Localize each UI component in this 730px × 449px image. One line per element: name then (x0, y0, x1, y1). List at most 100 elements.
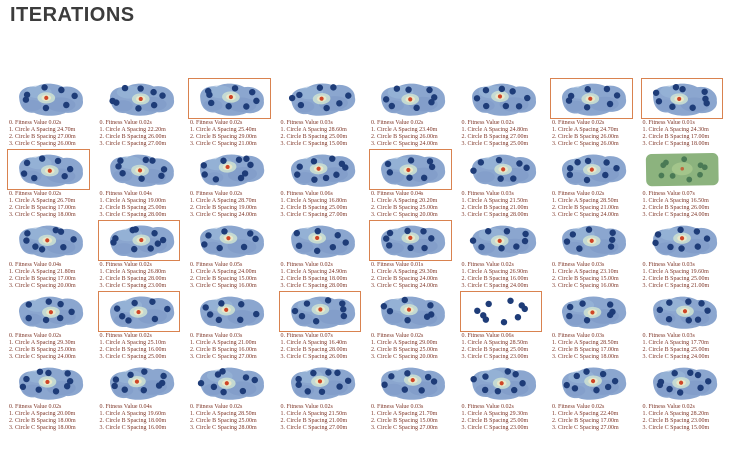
circle-c-line: 3. Circle C Spacing 23.00m (461, 425, 529, 432)
points-only-thumbnail (473, 297, 528, 326)
iteration-thumbnail[interactable] (7, 148, 90, 191)
fitness-line: 0. Fitness Value 0.01s (371, 262, 424, 269)
iteration-thumbnail[interactable] (280, 150, 361, 189)
iteration-thumbnail[interactable] (370, 79, 451, 118)
iteration-thumbnail[interactable] (461, 150, 542, 189)
iteration-thumbnail[interactable] (280, 79, 361, 118)
circle-c-line: 3. Circle C Spacing 16.00m (552, 283, 619, 290)
circle-c-line: 3. Circle C Spacing 21.00m (642, 283, 710, 290)
blob-solution-thumbnail (562, 225, 626, 258)
circle-a-line: 1. Circle A Spacing 19.60m (99, 411, 166, 418)
fitness-line: 0. Fitness Value 0.06s (461, 333, 514, 340)
circle-a-line: 1. Circle A Spacing 19.00m (99, 198, 166, 205)
blob-solution-thumbnail (19, 225, 83, 258)
iteration-stats: 0. Fitness Value 0.04s 1. Circle A Spaci… (368, 190, 453, 219)
iteration-cell: 0. Fitness Value 0.06s 1. Circle A Spaci… (278, 149, 363, 219)
iteration-thumbnail[interactable] (8, 221, 89, 260)
iteration-thumbnail[interactable] (550, 77, 633, 120)
iteration-thumbnail[interactable] (97, 290, 180, 333)
iteration-stats: 0. Fitness Value 0.04s 1. Circle A Spaci… (97, 403, 182, 432)
circle-c-line: 3. Circle C Spacing 18.00m (9, 212, 76, 219)
iteration-cell: 0. Fitness Value 0.02s 1. Circle A Spaci… (97, 290, 182, 361)
circle-b-line: 2. Circle B Spacing 17.00m (9, 205, 76, 212)
iteration-thumbnail[interactable] (99, 150, 180, 189)
fitness-line: 0. Fitness Value 0.02s (99, 262, 152, 269)
circle-a-line: 1. Circle A Spacing 26.70m (9, 198, 76, 205)
circle-b-line: 2. Circle B Spacing 21.00m (280, 418, 348, 425)
iteration-thumbnail[interactable] (99, 363, 180, 402)
iteration-cell: 0. Fitness Value 0.04s 1. Circle A Spaci… (97, 149, 182, 219)
iteration-thumbnail[interactable] (8, 79, 89, 118)
iteration-thumbnail[interactable] (99, 79, 180, 118)
iteration-stats: 0. Fitness Value 0.05s 1. Circle A Spaci… (187, 261, 272, 290)
blob-solution-thumbnail (469, 225, 536, 258)
iteration-thumbnail[interactable] (188, 77, 271, 120)
circle-a-line: 1. Circle A Spacing 16.50m (642, 198, 709, 205)
fitness-line: 0. Fitness Value 0.02s (552, 191, 605, 198)
iteration-thumbnail[interactable] (369, 219, 452, 262)
fitness-line: 0. Fitness Value 0.02s (280, 262, 333, 269)
iteration-thumbnail[interactable] (189, 292, 270, 331)
iteration-cell: 0. Fitness Value 0.04s 1. Circle A Spaci… (97, 362, 182, 432)
circle-a-line: 1. Circle A Spacing 24.80m (461, 127, 528, 134)
iteration-thumbnail[interactable] (642, 363, 723, 402)
fitness-line: 0. Fitness Value 0.02s (280, 404, 333, 411)
circle-a-line: 1. Circle A Spacing 26.90m (461, 269, 528, 276)
iteration-stats: 0. Fitness Value 0.02s 1. Circle A Spaci… (549, 190, 634, 219)
circle-c-line: 3. Circle C Spacing 16.00m (190, 283, 257, 290)
iteration-stats: 0. Fitness Value 0.02s 1. Circle A Spaci… (278, 261, 363, 290)
iteration-cell: 0. Fitness Value 0.02s 1. Circle A Spaci… (549, 149, 634, 219)
iteration-stats: 0. Fitness Value 0.06s 1. Circle A Spaci… (278, 190, 363, 219)
iteration-cell: 0. Fitness Value 0.02s 1. Circle A Spaci… (97, 78, 182, 148)
iteration-thumbnail[interactable] (189, 221, 270, 260)
blob-solution-thumbnail (290, 225, 355, 258)
circle-a-line: 1. Circle A Spacing 23.40m (371, 127, 438, 134)
iteration-thumbnail[interactable] (551, 292, 632, 331)
iteration-stats: 0. Fitness Value 0.07s 1. Circle A Spaci… (640, 190, 725, 219)
circle-a-line: 1. Circle A Spacing 24.00m (190, 269, 257, 276)
iteration-thumbnail[interactable] (642, 221, 723, 260)
circle-a-line: 1. Circle A Spacing 21.50m (461, 198, 528, 205)
iteration-stats: 0. Fitness Value 0.07s 1. Circle A Spaci… (278, 332, 363, 361)
fitness-line: 0. Fitness Value 0.02s (642, 404, 695, 411)
iteration-thumbnail[interactable] (280, 363, 361, 402)
iteration-thumbnail[interactable] (97, 219, 180, 262)
iteration-cell: 0. Fitness Value 0.02s 1. Circle A Spaci… (368, 78, 453, 148)
iteration-thumbnail[interactable] (370, 292, 451, 331)
circle-c-line: 3. Circle C Spacing 20.00m (9, 283, 76, 290)
circle-c-line: 3. Circle C Spacing 24.00m (642, 212, 710, 219)
iteration-thumbnail[interactable] (461, 363, 542, 402)
circle-b-line: 2. Circle B Spacing 18.00m (99, 418, 167, 425)
circle-b-line: 2. Circle B Spacing 25.00m (461, 347, 529, 354)
circle-a-line: 1. Circle A Spacing 20.20m (371, 198, 438, 205)
iteration-thumbnail[interactable] (642, 150, 723, 189)
blob-solution-thumbnail (652, 296, 717, 329)
fitness-line: 0. Fitness Value 0.04s (99, 404, 152, 411)
iteration-thumbnail[interactable] (459, 290, 542, 333)
fitness-line: 0. Fitness Value 0.02s (190, 404, 243, 411)
iteration-thumbnail[interactable] (640, 77, 723, 120)
iteration-cell: 0. Fitness Value 0.01s 1. Circle A Spaci… (368, 219, 453, 290)
circle-b-line: 2. Circle B Spacing 27.00m (461, 134, 529, 141)
iteration-thumbnail[interactable] (8, 292, 89, 331)
circle-b-line: 2. Circle B Spacing 26.00m (99, 134, 167, 141)
iteration-thumbnail[interactable] (189, 150, 270, 189)
iteration-thumbnail[interactable] (551, 150, 632, 189)
iteration-thumbnail[interactable] (551, 363, 632, 402)
iteration-thumbnail[interactable] (551, 221, 632, 260)
fitness-line: 0. Fitness Value 0.02s (461, 404, 514, 411)
circle-b-line: 2. Circle B Spacing 25.00m (280, 134, 348, 141)
iteration-thumbnail[interactable] (461, 221, 542, 260)
iteration-thumbnail[interactable] (369, 148, 452, 191)
iteration-thumbnail[interactable] (642, 292, 723, 331)
iteration-thumbnail[interactable] (278, 290, 361, 333)
iteration-thumbnail[interactable] (189, 363, 270, 402)
iteration-thumbnail[interactable] (370, 363, 451, 402)
iteration-thumbnail[interactable] (280, 221, 361, 260)
iteration-thumbnail[interactable] (8, 363, 89, 402)
circle-c-line: 3. Circle C Spacing 27.00m (280, 425, 348, 432)
circle-a-line: 1. Circle A Spacing 21.70m (371, 411, 438, 418)
iteration-cell: 0. Fitness Value 0.03s 1. Circle A Spaci… (278, 78, 363, 148)
iteration-thumbnail[interactable] (461, 79, 542, 118)
circle-a-line: 1. Circle A Spacing 28.50m (461, 340, 528, 347)
